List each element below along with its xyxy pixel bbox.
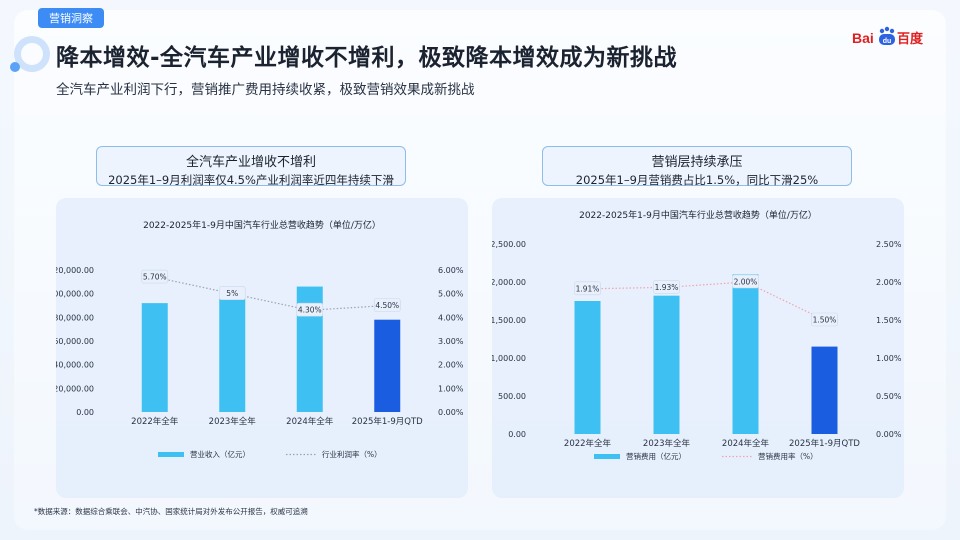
- chart-panel-right: 2022-2025年1-9月中国汽车行业总营收趋势（单位/万亿） 0.00 500.…: [492, 198, 904, 498]
- chart-title: 2022-2025年1-9月中国汽车行业总营收趋势（单位/万亿）: [143, 219, 381, 231]
- bar: [811, 346, 838, 434]
- section-tag: 营销洞察: [38, 8, 104, 28]
- series-line: [154, 276, 388, 311]
- logo-text-right: 百度: [897, 31, 924, 47]
- bar: [574, 301, 601, 434]
- y-tick-label: 2,000.00: [492, 278, 526, 287]
- x-tick-label: 2025年1-9月QTD: [352, 416, 423, 427]
- y2-tick-label: 4.00%: [438, 313, 464, 322]
- callout-right: 营销层持续承压 2025年1–9月营销费占比1.5%，同比下滑25%: [542, 146, 852, 187]
- y2-tick-label: 3.00%: [438, 337, 464, 346]
- data-label-box: [141, 269, 169, 284]
- data-label: 1.93%: [655, 283, 679, 292]
- y-tick-label: 20,000.00: [56, 384, 94, 393]
- x-tick-label: 2025年1-9月QTD: [789, 438, 860, 449]
- y2-tick-label: 0.50%: [876, 392, 902, 401]
- callout-left-title: 全汽车产业增收不增利: [185, 155, 316, 170]
- baidu-logo: Bai du 百度: [852, 26, 924, 47]
- data-label: 5%: [226, 289, 238, 298]
- bar: [732, 274, 759, 434]
- y-tick-label: 2,500.00: [492, 240, 526, 249]
- page-subtitle: 全汽车产业利润下行，营销推广费用持续收紧，极致营销效果成新挑战: [56, 82, 475, 98]
- data-label: 4.50%: [375, 301, 399, 310]
- data-label-box: [296, 302, 324, 317]
- y2-tick-label: 6.00%: [438, 266, 464, 275]
- y-tick-label: 120,000.00: [56, 266, 94, 275]
- callout-left: 全汽车产业增收不增利 2025年1–9月利润率仅4.5%产业利润率近四年持续下滑: [96, 146, 406, 187]
- callout-left-detail: 2025年1–9月利润率仅4.5%产业利润率近四年持续下滑: [108, 173, 394, 187]
- data-label-box: [732, 274, 759, 289]
- marketing-chart: 2022-2025年1-9月中国汽车行业总营收趋势（单位/万亿） 0.00 500.…: [492, 209, 902, 461]
- legend-bar-swatch: [158, 452, 184, 457]
- y2-tick-label: 1.50%: [876, 316, 902, 325]
- logo-text-paw: du: [883, 38, 892, 45]
- x-tick-label: 2023年全年: [209, 416, 257, 427]
- y-tick-label: 80,000.00: [56, 313, 94, 322]
- data-label: 4.30%: [298, 306, 322, 315]
- x-tick-label: 2023年全年: [643, 438, 691, 449]
- y2-tick-label: 0.00%: [876, 430, 902, 439]
- decorative-dot-icon: [10, 62, 20, 72]
- bar: [141, 303, 168, 412]
- y-tick-label: 500.00: [498, 392, 526, 401]
- y-tick-label: 60,000.00: [56, 337, 94, 346]
- callout-right-title: 营销层持续承压: [651, 155, 743, 170]
- legend-bar-swatch: [594, 454, 620, 459]
- series-line: [587, 281, 825, 321]
- data-label: 1.91%: [576, 284, 600, 293]
- decorative-ring-icon: [14, 36, 50, 72]
- x-tick-label: 2022年全年: [564, 438, 612, 449]
- data-source-note: *数据来源：数据综合乘联会、中汽协、国家统计局对外发布公开报告，权威可追溯: [34, 507, 308, 516]
- legend-bar-label: 营业收入（亿元）: [190, 449, 250, 459]
- y-tick-label: 0.00: [508, 430, 526, 439]
- y-tick-label: 1,500.00: [492, 316, 526, 325]
- chart-title: 2022-2025年1-9月中国汽车行业总营收趋势（单位/万亿）: [579, 209, 817, 221]
- legend-bar-label: 营销费用（亿元）: [626, 451, 686, 461]
- y-tick-label: 1,000.00: [492, 354, 526, 363]
- y2-tick-label: 0.00%: [438, 408, 464, 417]
- y-tick-label: 40,000.00: [56, 361, 94, 370]
- bar: [219, 293, 246, 412]
- x-tick-label: 2022年全年: [131, 416, 179, 427]
- data-label: 5.70%: [143, 273, 167, 282]
- page-title: 降本增效-全汽车产业增收不增利，极致降本增效成为新挑战: [56, 45, 678, 71]
- x-tick-label: 2024年全年: [722, 438, 770, 449]
- y-tick-label: 100,000.00: [56, 290, 94, 299]
- y2-tick-label: 5.00%: [438, 290, 464, 299]
- data-label-box: [574, 281, 601, 296]
- data-label: 1.50%: [813, 316, 837, 325]
- data-label-box: [653, 280, 680, 294]
- data-label-box: [811, 312, 838, 327]
- legend-line-label: 行业利润率（%）: [322, 449, 382, 459]
- y2-tick-label: 2.50%: [876, 240, 902, 249]
- revenue-chart: 2022-2025年1-9月中国汽车行业总营收趋势（单位/万亿） 0.00 20,0…: [56, 219, 464, 459]
- y2-tick-label: 1.00%: [438, 384, 464, 393]
- y2-tick-label: 2.00%: [438, 361, 464, 370]
- paw-icon: du: [879, 26, 895, 45]
- callout-right-detail: 2025年1–9月营销费占比1.5%，同比下滑25%: [575, 173, 819, 187]
- data-label: 2.00%: [734, 278, 758, 287]
- x-tick-label: 2024年全年: [286, 416, 334, 427]
- bar: [374, 319, 401, 412]
- logo-text-left: Bai: [852, 30, 874, 46]
- chart-panel-left: 2022-2025年1-9月中国汽车行业总营收趋势（单位/万亿） 0.00 20,0…: [56, 198, 468, 498]
- y2-tick-label: 2.00%: [876, 278, 902, 287]
- data-label-box: [373, 298, 401, 312]
- legend-line-label: 营销费用率（%）: [758, 451, 818, 461]
- y2-tick-label: 1.00%: [876, 354, 902, 363]
- bar: [653, 295, 680, 434]
- data-label-box: [218, 286, 246, 300]
- y-tick-label: 0.00: [76, 408, 94, 417]
